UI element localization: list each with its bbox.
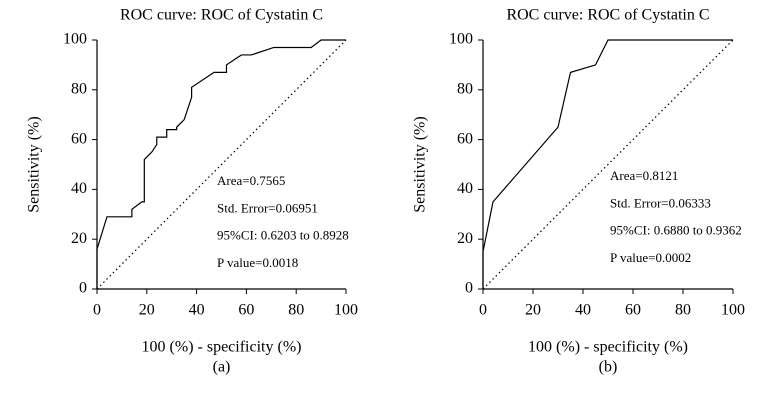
x-tick-label: 0 <box>479 302 487 319</box>
y-tick-label: 40 <box>457 180 473 197</box>
annotation: 95%CI: 0.6880 to 0.9362 <box>610 223 742 238</box>
x-axis-label: 100 (%) - specificity (%) <box>142 339 302 356</box>
x-tick-label: 0 <box>93 302 101 319</box>
x-tick-label: 20 <box>525 302 541 319</box>
y-axis-label: Sensitivity (%) <box>412 116 429 212</box>
y-tick-label: 60 <box>71 130 87 147</box>
chart-panel: ROC curve: ROC of Cystatin C 0 20 40 60 80 100… <box>26 7 358 376</box>
annotation: Area=0.8121 <box>610 168 678 183</box>
roc-curve <box>96 39 346 289</box>
x-tick-label: 80 <box>288 302 304 319</box>
reference-line <box>482 39 734 290</box>
y-tick-label: 100 <box>449 31 473 48</box>
x-tick-label: 40 <box>189 302 205 319</box>
annotation: P value=0.0002 <box>610 250 691 265</box>
y-tick-label: 80 <box>457 80 473 97</box>
y-tick-label: 0 <box>79 280 87 297</box>
x-tick-label: 100 <box>721 302 745 319</box>
panel-label: (a) <box>213 359 231 376</box>
y-tick-label: 20 <box>71 230 87 247</box>
y-tick-label: 0 <box>465 280 473 297</box>
y-tick-label: 80 <box>71 80 87 97</box>
annotation: 95%CI: 0.6203 to 0.8928 <box>217 228 349 243</box>
y-tick-label: 100 <box>63 31 87 48</box>
y-tick-label: 20 <box>457 230 473 247</box>
x-axis-label: 100 (%) - specificity (%) <box>528 339 688 356</box>
x-tick-label: 60 <box>625 302 641 319</box>
x-tick-label: 80 <box>675 302 691 319</box>
y-tick-label: 40 <box>71 180 87 197</box>
reference-line <box>96 39 347 290</box>
roc-curve <box>482 39 733 289</box>
chart-panel: ROC curve: ROC of Cystatin C 0 20 40 60 80 100… <box>412 7 745 376</box>
annotation: P value=0.0018 <box>217 255 298 270</box>
x-tick-label: 40 <box>575 302 591 319</box>
y-tick-label: 60 <box>457 130 473 147</box>
annotation: Std. Error=0.06951 <box>217 200 318 215</box>
chart-title: ROC curve: ROC of Cystatin C <box>506 7 709 24</box>
y-axis-label: Sensitivity (%) <box>26 116 43 212</box>
x-tick-label: 100 <box>334 302 358 319</box>
panel-label: (b) <box>599 359 618 376</box>
annotation: Area=0.7565 <box>217 173 285 188</box>
annotation: Std. Error=0.06333 <box>610 195 711 210</box>
chart-title: ROC curve: ROC of Cystatin C <box>120 7 323 24</box>
x-tick-label: 60 <box>238 302 254 319</box>
x-tick-label: 20 <box>139 302 155 319</box>
